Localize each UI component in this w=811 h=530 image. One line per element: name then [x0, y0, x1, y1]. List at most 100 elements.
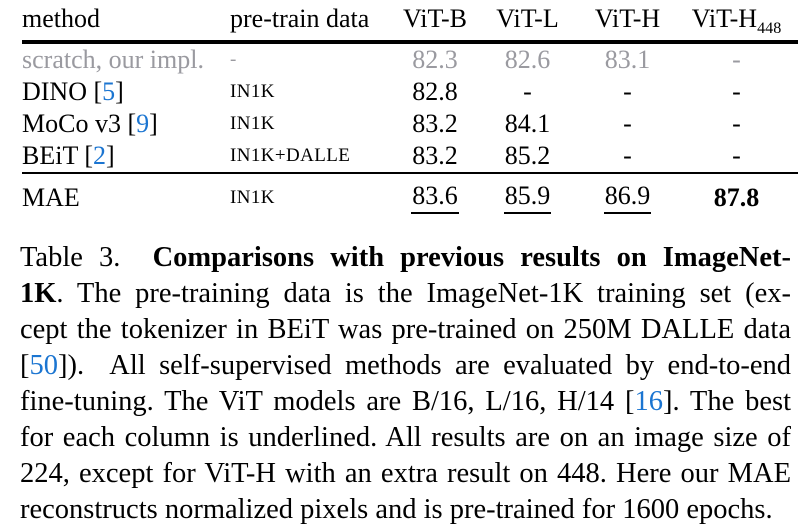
table-row: MoCo v3 [9] IN1K 83.2 84.1 - - — [22, 108, 798, 140]
caption-text: [ — [20, 350, 30, 382]
column-header: pre-train data — [230, 2, 395, 44]
method-cell: MoCo v3 [9] — [22, 109, 158, 138]
column-header-label: pre-train data — [230, 4, 370, 33]
result-value: 87.8 — [713, 183, 760, 213]
method-name: scratch, our impl. — [22, 45, 204, 74]
caption-line: [50]). All self-supervised methods are e… — [20, 348, 791, 384]
pretrain-data-cell: IN1K+DALLE — [230, 145, 351, 166]
method-cell: BEiT [2] — [22, 141, 115, 170]
value-cell: - — [675, 42, 798, 76]
result-value: - — [623, 141, 632, 170]
caption-bold-text: 1K — [20, 278, 57, 310]
results-table: method pre-train data ViT-B ViT-L ViT-H ViT-H… — [22, 2, 798, 221]
caption-text: . The pre-training data is the ImageNet-… — [56, 278, 791, 310]
caption-line: for each column is underlined. All resul… — [20, 420, 791, 456]
method-name: MAE — [22, 183, 80, 213]
result-value: 83.2 — [412, 109, 458, 138]
citation-link[interactable]: 16 — [634, 386, 664, 418]
caption-line: 1K. The pre-training data is the ImageNe… — [20, 276, 791, 312]
column-header-label: ViT-B — [403, 4, 467, 33]
result-value: 82.6 — [504, 45, 551, 74]
caption-line: fine-tuning. The ViT models are B/16, L/… — [20, 384, 791, 420]
caption-text: ]. The best — [663, 386, 791, 418]
results-table-body: scratch, our impl. -82.3 82.6 83.1- DINO [5]… — [22, 42, 798, 221]
table-caption: Table 3. Comparisons with previous resul… — [20, 240, 791, 528]
value-cell: - — [580, 108, 675, 140]
column-header: ViT-L — [475, 2, 580, 44]
pretrain-data-cell: IN1K — [230, 113, 275, 134]
method-name: MoCo v3 — [22, 109, 121, 138]
result-value: 86.9 — [603, 182, 652, 215]
value-cell: 86.9 — [580, 171, 675, 221]
column-header: ViT-B — [395, 2, 475, 44]
column-header: ViT-H — [580, 2, 675, 44]
value-cell: 83.6 — [395, 171, 475, 221]
caption-text: ]). All self-supervised methods are eval… — [58, 350, 791, 382]
method-name: BEiT — [22, 141, 78, 170]
value-cell: 82.8 — [395, 76, 475, 108]
value-cell: 82.3 — [395, 42, 475, 76]
value-cell: 83.1 — [580, 42, 675, 76]
value-cell: 87.8 — [675, 171, 798, 221]
value-cell: - — [675, 108, 798, 140]
caption-text: fine-tuning. The ViT models are B/16, L/… — [20, 386, 635, 418]
pretrain-data-cell: IN1K — [230, 81, 275, 102]
caption-line: Table 3. Comparisons with previous resul… — [20, 240, 791, 276]
caption-text: reconstructs normalized pixels and is pr… — [20, 494, 773, 526]
caption-text: 224, except for ViT-H with an extra resu… — [20, 458, 791, 490]
column-header-label: method — [22, 4, 100, 33]
pretrain-data-cell: IN1K — [230, 171, 395, 221]
citation-link[interactable]: 5 — [102, 77, 116, 106]
method-cell: MAE — [22, 171, 230, 221]
result-value: - — [732, 109, 741, 138]
value-cell: - — [675, 76, 798, 108]
method-name: DINO — [22, 77, 87, 106]
column-header-label: ViT-H — [594, 4, 661, 33]
column-header-label: ViT-H — [691, 4, 758, 33]
result-value: 82.8 — [412, 77, 458, 106]
value-cell: 84.1 — [475, 108, 580, 140]
method-cell: DINO [5] — [22, 77, 124, 106]
value-cell: - — [580, 76, 675, 108]
result-value: - — [732, 77, 741, 106]
table-row: BEiT [2] IN1K+DALLE 83.2 85.2 - - — [22, 140, 798, 173]
caption-line: 224, except for ViT-H with an extra resu… — [20, 456, 791, 492]
caption-line: reconstructs normalized pixels and is pr… — [20, 492, 791, 528]
value-cell: - — [580, 140, 675, 173]
method-cell: scratch, our impl. — [22, 42, 230, 76]
value-cell: 83.2 — [395, 140, 475, 173]
result-value: 83.2 — [412, 141, 458, 170]
result-value: 82.3 — [412, 45, 458, 74]
caption-line: cept the tokenizer in BEiT was pre-train… — [20, 312, 791, 348]
result-value: 84.1 — [504, 109, 551, 138]
column-header-label: ViT-L — [496, 4, 559, 33]
caption-text: cept the tokenizer in BEiT was pre-train… — [20, 314, 791, 346]
header-row: method pre-train data ViT-B ViT-L ViT-H ViT-H… — [22, 2, 798, 44]
result-value: - — [523, 77, 532, 106]
value-cell: 85.2 — [475, 140, 580, 173]
result-value: - — [732, 141, 741, 170]
column-header: method — [22, 2, 230, 44]
column-header: ViT-H448 — [675, 2, 798, 44]
column-header-subscript: 448 — [757, 20, 782, 38]
caption-text: Table 3. — [20, 242, 153, 274]
value-cell: 82.6 — [475, 42, 580, 76]
value-cell: - — [675, 140, 798, 173]
table-row: DINO [5] IN1K 82.8 - - - — [22, 76, 798, 108]
citation-link[interactable]: 9 — [136, 109, 150, 138]
table-row: scratch, our impl. - 82.3 82.6 83.1 - — [22, 42, 798, 76]
pretrain-data-cell: - — [230, 49, 237, 70]
table-row: MAE IN1K 83.6 85.9 86.9 87.8 — [22, 171, 798, 221]
value-cell: 83.2 — [395, 108, 475, 140]
result-value: 85.9 — [503, 182, 552, 215]
result-value: - — [732, 45, 741, 74]
value-cell: - — [475, 76, 580, 108]
citation-link[interactable]: 50 — [29, 350, 59, 382]
caption-bold-text: Comparisons with previous results on Ima… — [152, 242, 791, 274]
results-table-head: method pre-train data ViT-B ViT-L ViT-H ViT-H… — [22, 2, 798, 44]
citation-link[interactable]: 2 — [93, 141, 107, 170]
result-value: 85.2 — [504, 141, 551, 170]
result-value: - — [623, 109, 632, 138]
result-value: 83.1 — [604, 45, 651, 74]
